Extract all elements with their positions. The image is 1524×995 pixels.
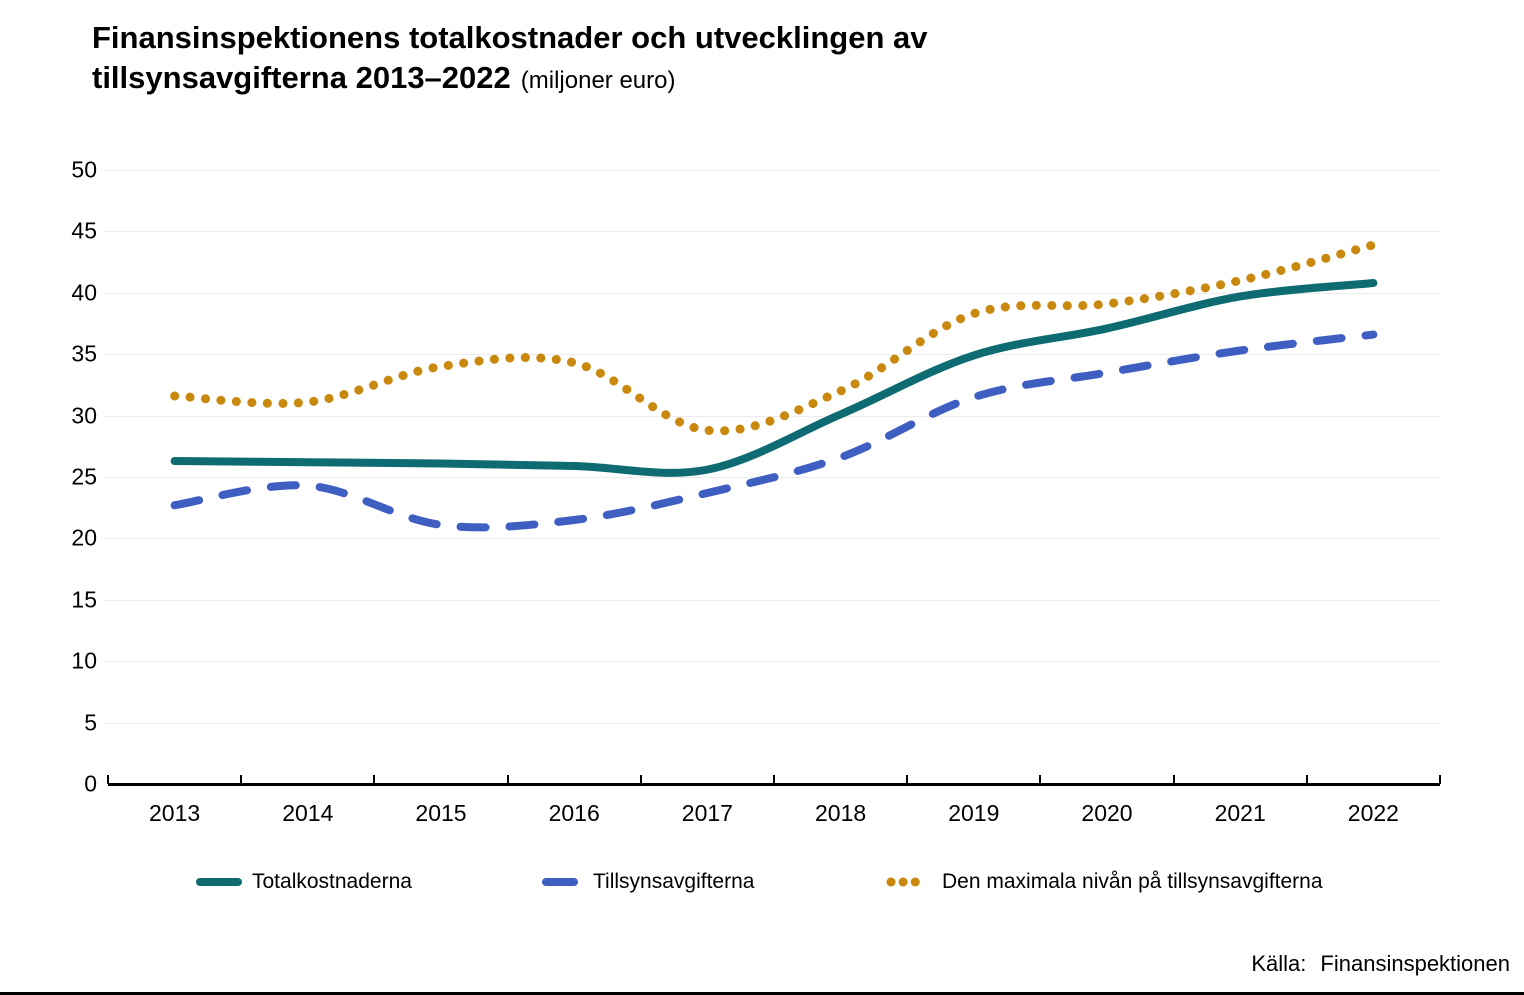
y-axis-label: 25 bbox=[71, 463, 97, 490]
chart-title-line1: Finansinspektionens totalkostnader och u… bbox=[92, 20, 928, 55]
y-axis-label: 0 bbox=[84, 770, 97, 797]
x-axis-label: 2021 bbox=[1214, 800, 1266, 826]
source-label: Källa: bbox=[1251, 951, 1307, 976]
chart-title-unit: (miljoner euro) bbox=[520, 67, 676, 94]
x-axis-tick bbox=[373, 775, 376, 784]
x-axis-label: 2020 bbox=[1081, 800, 1133, 826]
gridline bbox=[105, 354, 1440, 356]
gridline bbox=[105, 170, 1440, 171]
x-axis-tick bbox=[1439, 775, 1441, 784]
y-axis-label: 35 bbox=[71, 340, 97, 367]
legend-label: Den maximala nivån på tillsynsavgifterna bbox=[942, 870, 1323, 893]
legend-label: Tillsynsavgifterna bbox=[593, 870, 755, 893]
gridline bbox=[105, 599, 1440, 601]
gridline bbox=[105, 661, 1440, 663]
y-axis-label: 50 bbox=[71, 156, 97, 183]
x-axis-tick bbox=[240, 775, 243, 784]
source-value: Finansinspektionen bbox=[1320, 951, 1510, 976]
x-axis-tick bbox=[506, 775, 509, 784]
x-axis-label: 2013 bbox=[149, 800, 201, 826]
source-caption: Källa: Finansinspektionen bbox=[1251, 951, 1510, 977]
x-axis-label: 2017 bbox=[681, 800, 733, 826]
x-axis-label: 2022 bbox=[1347, 800, 1399, 826]
dotted-line-swatch-icon bbox=[886, 877, 932, 887]
bottom-divider bbox=[0, 992, 1524, 995]
x-axis-tick bbox=[1305, 775, 1308, 784]
y-axis-label: 20 bbox=[71, 524, 97, 551]
gridline bbox=[105, 231, 1440, 233]
gridline bbox=[105, 415, 1440, 417]
x-axis-label: 2016 bbox=[548, 800, 600, 826]
x-axis-line bbox=[108, 783, 1440, 786]
y-axis-label: 40 bbox=[71, 279, 97, 306]
gridline bbox=[105, 292, 1440, 294]
x-axis-tick bbox=[773, 775, 775, 784]
x-axis-tick bbox=[1172, 775, 1175, 784]
legend-label: Totalkostnaderna bbox=[252, 870, 412, 893]
y-axis-label: 30 bbox=[71, 402, 97, 429]
series-line-den-maximala-nivan-pa-tillsynsavgifterna bbox=[170, 240, 1378, 436]
legend-item-den-maximala-nivan-pa-tillsynsavgifterna: Den maximala nivån på tillsynsavgifterna bbox=[885, 864, 1323, 900]
chart-title-line2: tillsynsavgifterna 2013–2022 bbox=[92, 60, 511, 95]
x-axis-label: 2018 bbox=[815, 800, 867, 826]
chart-title: Finansinspektionens totalkostnader och u… bbox=[92, 18, 927, 104]
chart-legend: Totalkostnaderna Tillsynsavgifterna Den ma… bbox=[0, 864, 1524, 900]
x-axis-tick bbox=[906, 775, 909, 784]
gridline bbox=[105, 538, 1440, 540]
legend-item-totalkostnaderna: Totalkostnaderna bbox=[195, 864, 412, 900]
gridline bbox=[105, 722, 1440, 724]
y-axis-label: 10 bbox=[71, 647, 97, 674]
x-axis-label: 2019 bbox=[948, 800, 1000, 826]
y-axis-label: 45 bbox=[71, 217, 97, 244]
series-line-tillsynsavgifterna bbox=[170, 330, 1378, 532]
x-axis-label: 2014 bbox=[282, 800, 334, 826]
x-axis-tick bbox=[107, 775, 109, 784]
dashed-line-swatch-icon bbox=[542, 878, 578, 886]
x-axis-label: 2015 bbox=[415, 800, 467, 826]
y-axis-label: 15 bbox=[71, 586, 97, 613]
x-axis-tick bbox=[639, 775, 642, 784]
series-line-totalkostnaderna bbox=[170, 278, 1378, 477]
y-axis-label: 5 bbox=[84, 709, 97, 736]
legend-item-tillsynsavgifterna: Tillsynsavgifterna bbox=[536, 864, 754, 900]
x-axis-tick bbox=[1039, 775, 1042, 784]
solid-line-swatch-icon bbox=[196, 878, 242, 886]
